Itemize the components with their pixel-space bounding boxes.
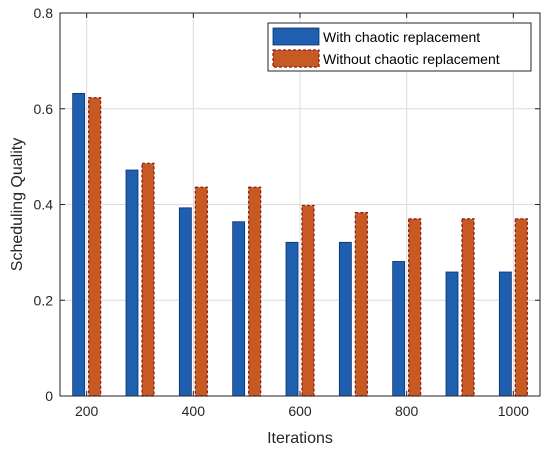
bar-with-chaotic: [125, 169, 139, 397]
x-axis-ticks: 200 400 600 800 1000: [75, 13, 529, 419]
bar-without-chaotic: [301, 204, 315, 397]
bar-with-chaotic: [338, 241, 352, 397]
bar-without-chaotic: [408, 218, 422, 397]
legend: With chaotic replacement Without chaotic…: [267, 22, 532, 72]
bars: [72, 93, 528, 397]
bar-with-chaotic: [392, 261, 406, 397]
y-tick-label: 0: [45, 388, 53, 404]
legend-label-with: With chaotic replacement: [323, 29, 480, 45]
legend-swatch-with: [272, 27, 320, 46]
bar-with-chaotic: [498, 271, 512, 397]
bar-with-chaotic: [445, 271, 459, 397]
bar-without-chaotic: [514, 218, 528, 397]
y-axis-ticks: 0 0.2 0.4 0.6 0.8: [34, 5, 540, 404]
x-tick-label: 800: [395, 403, 419, 419]
grid: [60, 12, 540, 397]
y-tick-label: 0.2: [34, 292, 54, 308]
bar-with-chaotic: [178, 207, 192, 397]
y-tick-label: 0.6: [34, 101, 54, 117]
bar-with-chaotic: [285, 241, 299, 397]
legend-label-without: Without chaotic replacement: [323, 51, 500, 67]
bar-without-chaotic: [88, 97, 102, 397]
bar-without-chaotic: [141, 162, 155, 397]
bar-without-chaotic: [354, 212, 368, 397]
bar-with-chaotic: [232, 221, 246, 397]
y-axis-label: Scheduling Quality: [9, 138, 26, 271]
y-tick-label: 0.8: [34, 5, 54, 21]
x-axis-label: Iterations: [267, 430, 333, 447]
bar-without-chaotic: [248, 186, 262, 397]
legend-swatch-without: [272, 49, 320, 68]
x-tick-label: 600: [288, 403, 312, 419]
bar-with-chaotic: [72, 93, 86, 397]
x-tick-label: 400: [182, 403, 206, 419]
bar-without-chaotic: [461, 218, 475, 397]
x-tick-label: 1000: [498, 403, 529, 419]
y-tick-label: 0.4: [34, 197, 54, 213]
bar-without-chaotic: [194, 186, 208, 397]
x-tick-label: 200: [75, 403, 99, 419]
